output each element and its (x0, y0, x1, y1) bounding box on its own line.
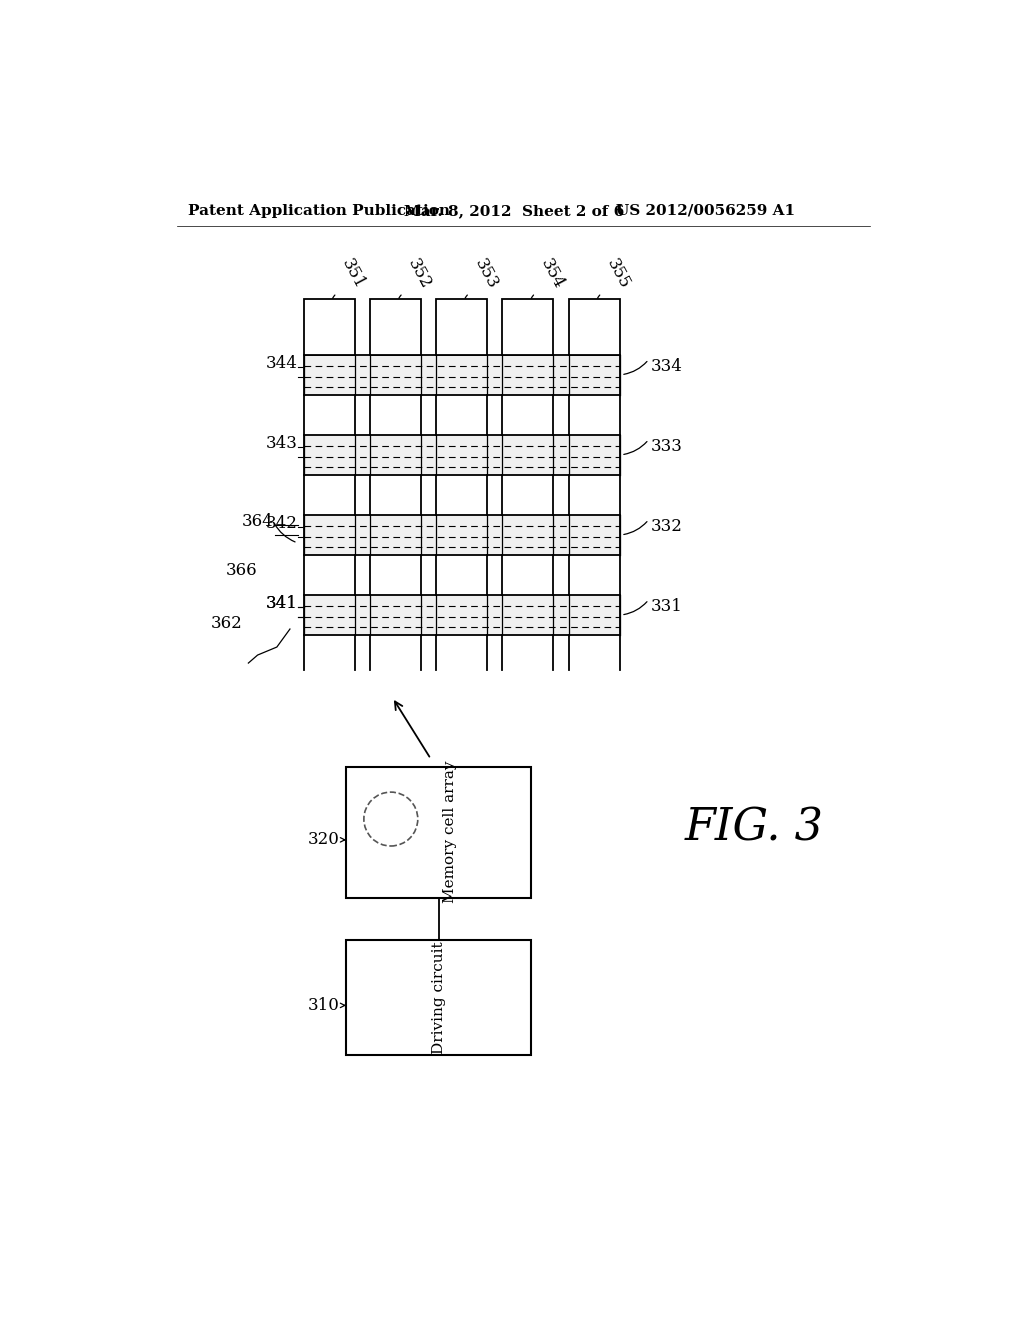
Text: Memory cell array: Memory cell array (443, 760, 457, 903)
Text: 334: 334 (650, 358, 682, 375)
Text: 310: 310 (308, 997, 340, 1014)
Text: 343: 343 (266, 436, 298, 453)
Text: 341: 341 (266, 595, 298, 612)
Circle shape (364, 792, 418, 846)
Text: 333: 333 (650, 438, 682, 455)
Bar (370, 300, 421, 355)
Bar (436, 300, 487, 355)
Text: US 2012/0056259 A1: US 2012/0056259 A1 (615, 203, 795, 218)
Bar (304, 300, 354, 355)
Text: 362: 362 (211, 615, 243, 631)
Text: 364: 364 (242, 512, 273, 529)
Text: 320: 320 (308, 832, 340, 849)
Text: 341: 341 (266, 595, 298, 612)
Text: Mar. 8, 2012  Sheet 2 of 6: Mar. 8, 2012 Sheet 2 of 6 (403, 203, 625, 218)
Text: 342: 342 (266, 515, 298, 532)
Bar (346, 940, 531, 1056)
Text: 352: 352 (404, 256, 434, 292)
Bar (304, 355, 620, 395)
Text: 344: 344 (266, 355, 298, 372)
Bar (346, 767, 531, 898)
Text: 355: 355 (603, 256, 633, 292)
Text: 353: 353 (471, 256, 501, 292)
Text: 332: 332 (650, 517, 682, 535)
Text: 331: 331 (650, 598, 682, 615)
Text: Patent Application Publication: Patent Application Publication (188, 203, 451, 218)
Text: 354: 354 (538, 256, 567, 292)
Bar (304, 515, 620, 554)
Text: FIG. 3: FIG. 3 (685, 807, 824, 850)
Text: Driving circuit: Driving circuit (431, 941, 445, 1053)
Bar (503, 300, 553, 355)
Bar (304, 434, 620, 475)
Text: 351: 351 (339, 256, 369, 292)
Bar (568, 300, 620, 355)
Bar (304, 595, 620, 635)
Text: 366: 366 (226, 562, 258, 579)
